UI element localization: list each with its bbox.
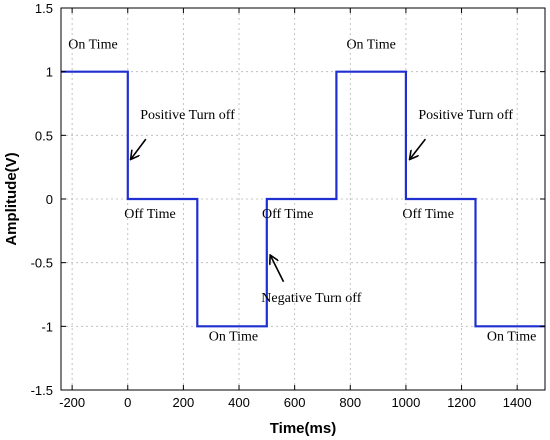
x-tick-label: 1400 <box>503 395 532 410</box>
x-axis-title: Time(ms) <box>270 420 336 437</box>
x-tick-label: 400 <box>228 395 250 410</box>
axis-ticks: -200 0 200 400 600 800 1000 1200 1400 -1.5 -1 -0.5 0… <box>31 1 545 410</box>
y-axis-title: Amplitude(V) <box>3 152 20 245</box>
annotation-arrow <box>131 138 147 159</box>
annotation-label: Off Time <box>124 207 175 222</box>
series-line <box>61 70 545 328</box>
x-tick-label: 0 <box>124 395 131 410</box>
annotation-arrow <box>270 255 285 283</box>
annotations: On Time On Time Positive Turn off Positive … <box>68 38 536 345</box>
x-tick-label: 1200 <box>447 395 476 410</box>
annotation-label: Off Time <box>262 207 313 222</box>
y-tick-label: 1.5 <box>35 1 53 16</box>
x-tick-label: 600 <box>284 395 306 410</box>
y-tick-label: 1 <box>46 65 53 80</box>
y-tick-label: 0.5 <box>35 128 53 143</box>
x-tick-label: 200 <box>173 395 195 410</box>
y-tick-label: 0 <box>46 192 53 207</box>
y-tick-label: -1.5 <box>31 383 53 398</box>
annotation-label: Off Time <box>402 207 453 222</box>
annotation-label: Negative Turn off <box>261 291 361 306</box>
annotation-label: On Time <box>487 329 536 344</box>
x-tick-label: 800 <box>339 395 361 410</box>
annotation-label: On Time <box>68 38 117 53</box>
x-tick-label: -200 <box>59 395 85 410</box>
annotation-label: On Time <box>209 329 258 344</box>
y-tick-label: -1 <box>41 319 53 334</box>
annotation-label: On Time <box>346 38 395 53</box>
annotation-label: Positive Turn off <box>140 108 235 123</box>
y-tick-label: -0.5 <box>31 256 53 271</box>
series-layer <box>61 70 545 328</box>
x-tick-label: 1000 <box>391 395 420 410</box>
annotation-arrow <box>410 138 427 159</box>
annotation-label: Positive Turn off <box>418 108 513 123</box>
